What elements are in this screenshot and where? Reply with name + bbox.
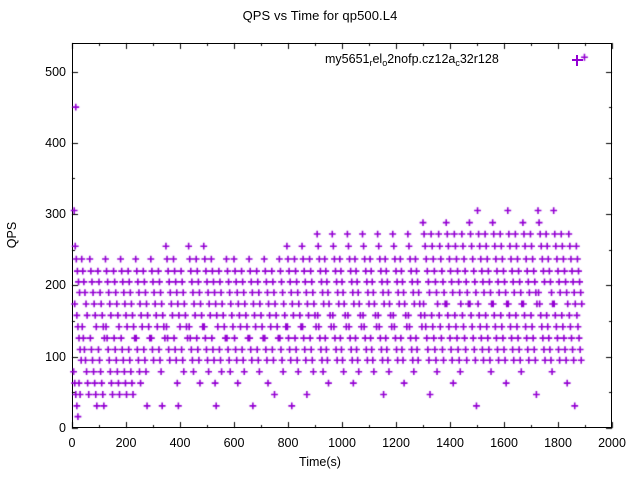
x-tick-label: 200 (115, 436, 137, 450)
legend-subscript: o (382, 58, 388, 68)
y-tick-label: 400 (45, 135, 66, 150)
x-tick-label: 800 (277, 436, 299, 450)
x-tick-label: 600 (223, 436, 245, 450)
legend: my5651relo2nofp.cz12ac32r128 (325, 50, 499, 68)
y-tick-label: 200 (45, 278, 66, 293)
x-tick-label: 1800 (544, 436, 572, 450)
y-tick-label: 0 (59, 421, 66, 435)
legend-subscript: c (455, 58, 460, 68)
x-tick-label: 1400 (436, 436, 464, 450)
x-tick-label: 1000 (328, 436, 356, 450)
legend-subscript: r (369, 58, 373, 68)
y-tick-label: 500 (45, 64, 66, 79)
x-tick-label: 400 (169, 436, 191, 450)
x-tick-label: 0 (68, 436, 76, 450)
x-tick-label: 1600 (490, 436, 518, 450)
legend-plus-icon (572, 55, 583, 66)
y-axis-label: QPS (5, 221, 19, 249)
x-axis-label: Time(s) (299, 455, 341, 469)
y-tick-label: 100 (45, 349, 66, 364)
x-tick-label: 2000 (598, 436, 626, 450)
y-tick-label: 300 (45, 207, 66, 222)
y-axis-tick-labels: 0 100 200 300 400 500 (0, 0, 66, 480)
x-tick-label: 1200 (382, 436, 410, 450)
legend-label: my5651relo2nofp.cz12ac32r128 (325, 52, 499, 68)
